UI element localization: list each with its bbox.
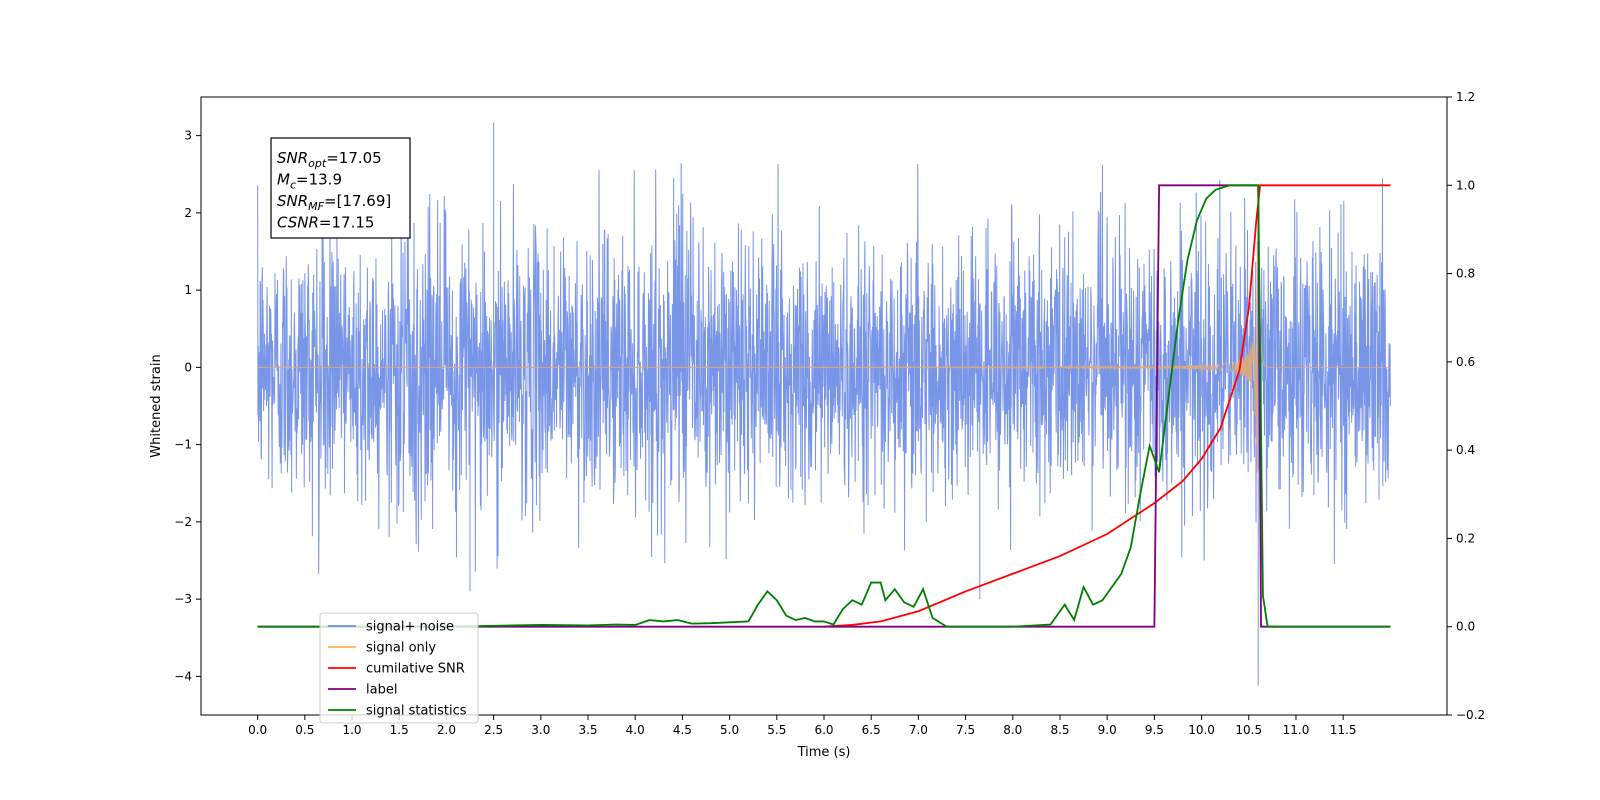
x-tick-label: 8.0 <box>1003 723 1022 737</box>
x-tick-label: 2.0 <box>437 723 456 737</box>
y-left-tick-label: 3 <box>184 129 192 143</box>
y-right-tick-label: −0.2 <box>1456 708 1485 722</box>
x-tick-label: 4.0 <box>626 723 645 737</box>
y-left-tick-label: −2 <box>174 515 192 529</box>
series-signal-statistics-line <box>257 184 1391 628</box>
y-right-tick-label: 0.6 <box>1456 355 1475 369</box>
legend-label: signal only <box>366 641 436 656</box>
annotation-line: Mc=13.9 <box>277 171 342 192</box>
x-tick-label: 10.5 <box>1235 723 1262 737</box>
y-right-tick-label: 1.2 <box>1456 90 1475 104</box>
annotation-box: SNRopt=17.05Mc=13.9SNRMF=[17.69]CSNR=17.… <box>270 137 411 239</box>
x-tick-label: 10.0 <box>1188 723 1215 737</box>
y-left-tick-label: 0 <box>184 360 192 374</box>
x-tick-label: 11.0 <box>1283 723 1310 737</box>
y-left-tick-label: −3 <box>174 592 192 606</box>
x-tick-label: 9.5 <box>1145 723 1164 737</box>
y-right-tick-label: 1.0 <box>1456 178 1475 192</box>
legend-label: cumilative SNR <box>366 662 465 677</box>
x-axis-label: Time (s) <box>797 745 851 760</box>
legend-label: signal statistics <box>366 704 467 719</box>
y-right-tick-label: 0.2 <box>1456 531 1475 545</box>
x-tick-label: 3.0 <box>531 723 550 737</box>
x-tick-label: 11.5 <box>1330 723 1357 737</box>
x-tick-label: 2.5 <box>484 723 503 737</box>
x-tick-label: 7.0 <box>909 723 928 737</box>
x-tick-label: 4.5 <box>673 723 692 737</box>
y-left-tick-label: −4 <box>174 669 192 683</box>
y-axis-left: −4 −3 −2 −1 0 1 2 3 <box>174 129 201 683</box>
y-axis-right: −0.2 0.0 0.2 0.4 0.6 0.8 1.0 1.2 <box>1447 90 1485 722</box>
x-tick-label: 7.5 <box>956 723 975 737</box>
legend: signal+ noise signal only cumilative SNR la… <box>319 612 479 724</box>
y-right-tick-label: 0.8 <box>1456 267 1475 281</box>
x-tick-label: 0.0 <box>248 723 267 737</box>
x-tick-label: 8.5 <box>1050 723 1069 737</box>
x-tick-label: 6.0 <box>814 723 833 737</box>
x-tick-label: 3.5 <box>578 723 597 737</box>
series-signal-noise-line <box>257 122 1391 686</box>
series-cumilative-snr-line <box>823 184 1391 628</box>
y-right-tick-label: 0.0 <box>1456 620 1475 634</box>
legend-label: label <box>366 683 397 698</box>
annotation-line: CSNR=17.15 <box>277 214 374 232</box>
series-signal-only-line <box>257 241 1391 473</box>
y-left-tick-label: 2 <box>184 206 192 220</box>
x-tick-label: 1.0 <box>342 723 361 737</box>
y-left-tick-label: −1 <box>174 438 192 452</box>
x-tick-label: 0.5 <box>295 723 314 737</box>
x-axis: 0.0 0.5 1.0 1.5 2.0 2.5 3.0 3.5 4.0 4.5 5.0 5.5 6.0 6… <box>248 715 1357 737</box>
annotation-line: SNRMF=[17.69] <box>277 192 391 213</box>
annotation-line: SNRopt=17.05 <box>277 149 382 170</box>
x-tick-label: 6.5 <box>862 723 881 737</box>
legend-label: signal+ noise <box>366 620 454 635</box>
y-left-tick-label: 1 <box>184 283 192 297</box>
plot-area <box>257 122 1391 686</box>
y-right-tick-label: 0.4 <box>1456 443 1475 457</box>
x-tick-label: 5.5 <box>767 723 786 737</box>
x-tick-label: 1.5 <box>390 723 409 737</box>
x-tick-label: 5.0 <box>720 723 739 737</box>
x-tick-label: 9.0 <box>1098 723 1117 737</box>
y-axis-label: Whitened strain <box>149 354 164 457</box>
